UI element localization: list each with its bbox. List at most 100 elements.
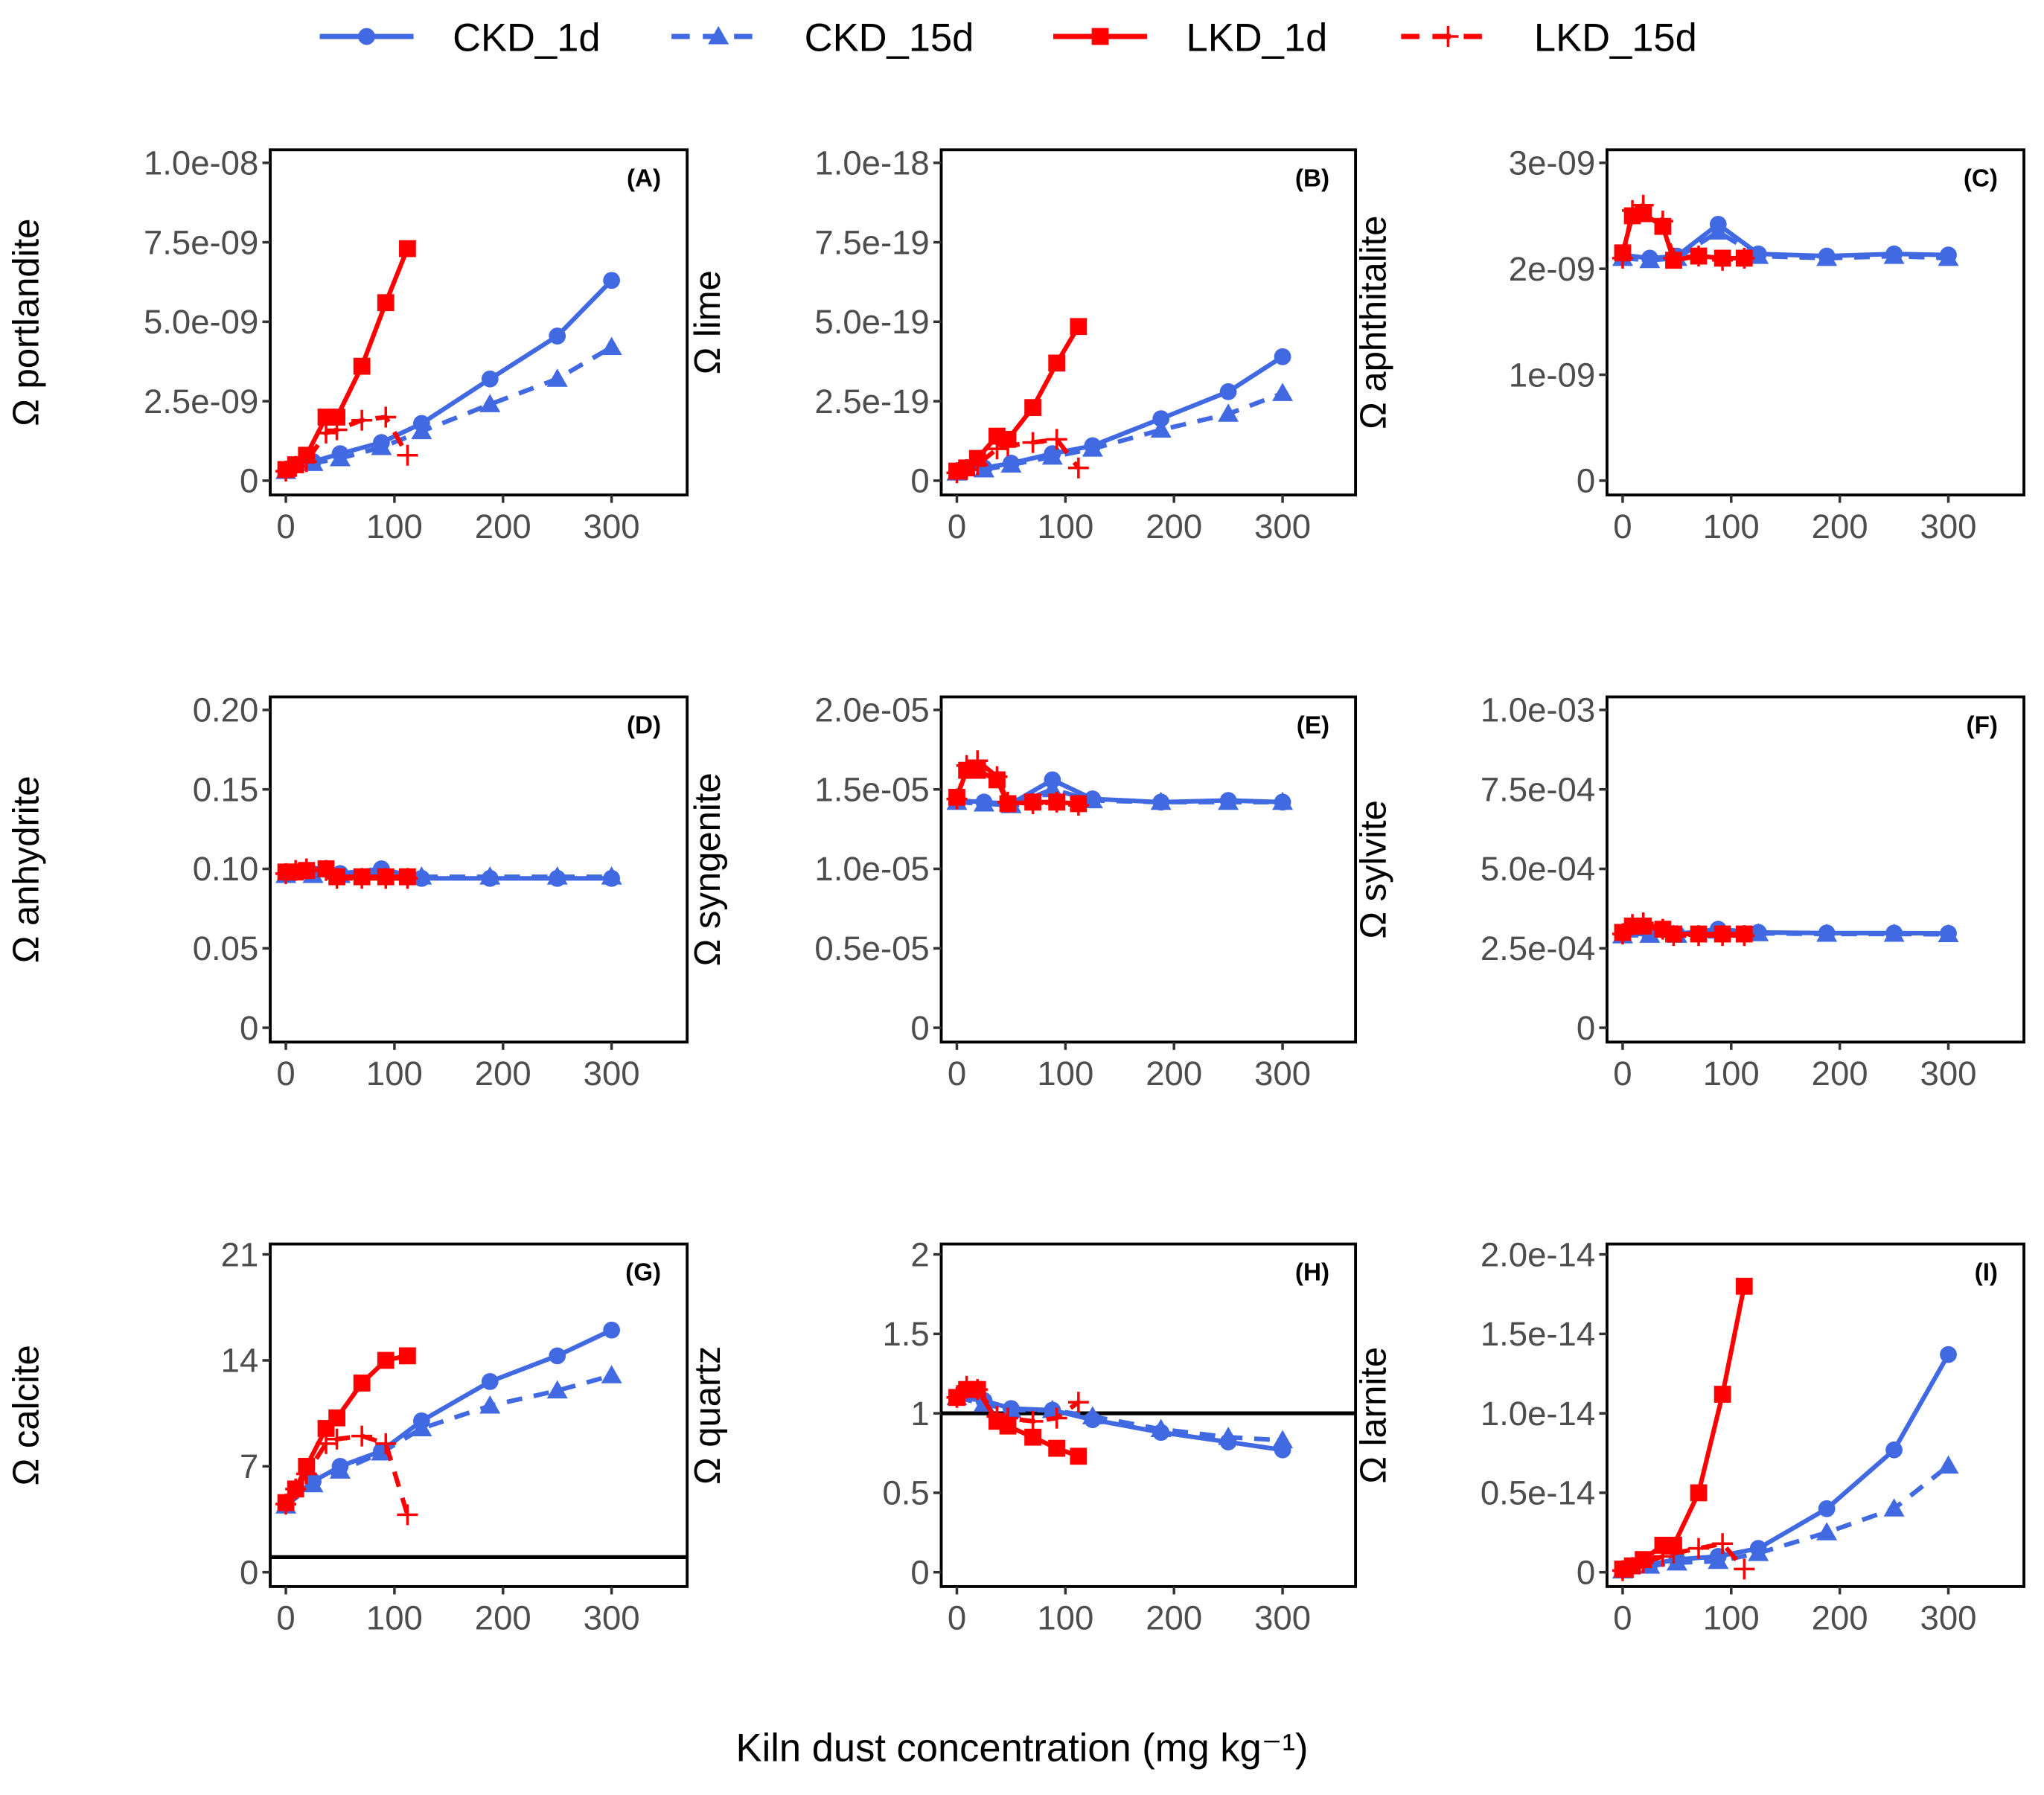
y-tick-label: 7.5e-09 [144, 223, 258, 261]
x-tick-label: 100 [1037, 508, 1093, 545]
y-tick-label: 0.05 [193, 930, 259, 967]
data-point [1690, 1484, 1708, 1502]
data-point [1632, 912, 1654, 934]
x-tick-label: 100 [1037, 1599, 1093, 1637]
x-tick-label: 300 [1920, 508, 1977, 545]
data-point [1735, 1277, 1753, 1295]
data-point [1082, 790, 1103, 809]
data-point [1272, 383, 1294, 401]
data-point [1652, 211, 1673, 232]
panel-f: (F) 0 2.5e-04 5.0e-04 7.5e-04 1.0e-03 0 100 200 3… [1353, 691, 2025, 1092]
x-tick-label: 300 [1254, 508, 1311, 545]
y-tick-label: 14 [221, 1342, 259, 1380]
data-point [603, 272, 621, 289]
y-tick-label: 1 [910, 1395, 929, 1433]
legend-item-CKD_1d: CKD_1d [319, 16, 601, 60]
data-point [601, 336, 622, 356]
panel-tag: (A) [627, 164, 661, 192]
data-point [1622, 1557, 1644, 1578]
plot-area [1605, 695, 2025, 1044]
x-tick-label: 300 [1254, 1599, 1311, 1637]
panel-tag: (D) [627, 711, 661, 739]
data-point [397, 444, 418, 466]
data-point [1048, 354, 1066, 372]
panels: (A)02.5e-095.0e-097.5e-091.0e-080 100 200 3… [6, 144, 2025, 1637]
data-point [1218, 791, 1239, 810]
data-point [1041, 446, 1063, 465]
data-point [997, 1407, 1019, 1429]
data-point [371, 1442, 392, 1461]
x-tick-label: 0 [948, 1599, 966, 1637]
data-point [481, 1373, 499, 1390]
y-tick-label: 0.20 [193, 691, 259, 729]
legend-marker-triangle [708, 26, 729, 45]
data-point [353, 1375, 371, 1392]
data-point [1272, 1430, 1294, 1448]
data-point [1663, 247, 1684, 269]
data-point [329, 1460, 351, 1479]
data-point [956, 1375, 977, 1397]
data-point [479, 394, 501, 412]
y-tick-label: 1.5e-05 [814, 770, 929, 808]
y-axis-label: Ω larnite [1353, 1347, 1393, 1484]
data-point [1219, 383, 1237, 400]
data-point [1067, 1392, 1089, 1413]
panel-tag: (C) [1964, 164, 1998, 192]
data-point [946, 788, 968, 810]
x-tick-label: 100 [366, 508, 423, 545]
data-point [1622, 914, 1644, 935]
data-point [1883, 924, 1905, 942]
series-LKD_15d [1612, 194, 1755, 271]
data-point [316, 422, 337, 444]
data-point [1708, 221, 1729, 240]
series-LKD_15d [275, 406, 418, 482]
x-tick-label: 200 [475, 508, 531, 545]
data-point [399, 240, 416, 257]
data-point [1818, 1500, 1836, 1517]
y-tick-label: 2.0e-05 [814, 691, 929, 729]
data-point [549, 327, 566, 345]
panel-tag: (G) [625, 1259, 661, 1287]
legend-label: CKD_15d [805, 16, 974, 60]
panel-tag: (H) [1295, 1259, 1329, 1287]
data-point [326, 1428, 348, 1450]
x-tick-label: 0 [276, 1599, 295, 1637]
y-axis-label: Ω syngenite [688, 772, 728, 966]
y-tick-label: 1.0e-08 [144, 144, 258, 182]
series-LKD_15d [275, 858, 418, 889]
data-point [375, 406, 397, 428]
data-point [1632, 1552, 1654, 1573]
y-axis-label: Ω lime [688, 270, 728, 374]
x-tick-label: 200 [1146, 508, 1202, 545]
data-point [997, 435, 1019, 456]
data-point [1688, 925, 1710, 947]
x-tick-label: 300 [584, 508, 640, 545]
data-point [1612, 1560, 1633, 1581]
panel-tag: (E) [1297, 711, 1329, 739]
data-point [481, 370, 499, 388]
panel-a: (A) 0 2.5e-09 5.0e-09 7.5e-09 1.0e-08 0 100 200 3… [6, 144, 689, 545]
data-point [997, 791, 1019, 813]
legend-item-CKD_15d: CKD_15d [671, 16, 974, 60]
x-tick-label: 200 [1146, 1055, 1202, 1092]
data-point [1938, 247, 1959, 266]
x-axis-label: Kiln dust concentration (mg kg⁻¹) [736, 1726, 1309, 1770]
data-point [603, 1321, 621, 1339]
data-point [1748, 1543, 1769, 1561]
x-tick-label: 300 [584, 1599, 640, 1637]
y-tick-label: 7.5e-19 [814, 223, 929, 261]
data-point [1734, 925, 1755, 947]
data-point [1024, 1428, 1041, 1446]
data-point [973, 793, 994, 812]
data-point [1218, 1427, 1239, 1445]
data-point [1688, 1538, 1710, 1559]
y-tick-label: 2 [910, 1235, 929, 1273]
y-tick-label: 0 [910, 1009, 929, 1047]
data-point [946, 462, 968, 484]
data-point [375, 868, 397, 889]
legend-marker-plus [1437, 26, 1459, 48]
plot-area [1605, 1242, 2025, 1588]
data-point [479, 1395, 501, 1414]
x-tick-label: 300 [584, 1055, 640, 1092]
data-point [1883, 246, 1905, 264]
